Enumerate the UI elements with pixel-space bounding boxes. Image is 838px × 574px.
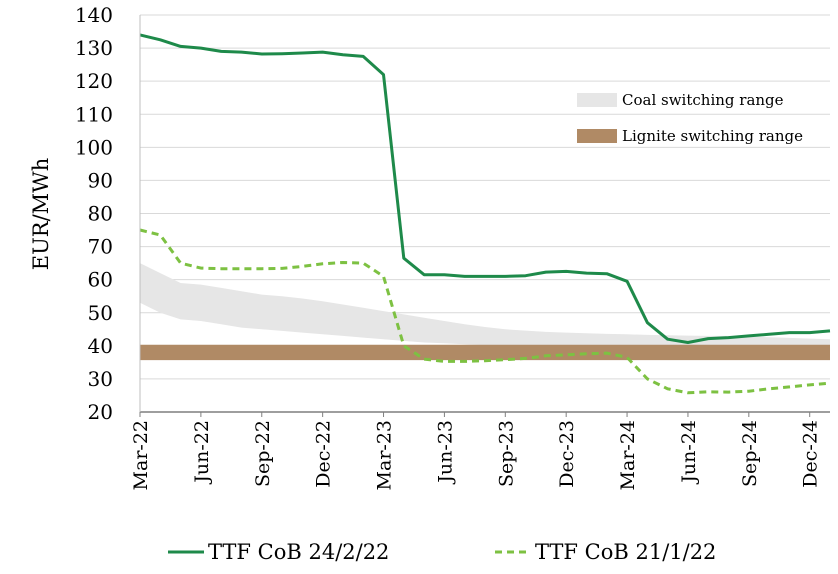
y-tick-label: 100 xyxy=(75,135,113,159)
coal-switching-band xyxy=(140,263,830,360)
y-tick-label: 130 xyxy=(75,36,113,60)
x-tick-label: Mar-23 xyxy=(374,420,396,490)
coal-band-swatch xyxy=(577,93,617,107)
band-legend: Coal switching range Lignite switching ra… xyxy=(577,91,803,145)
x-tick-label: Jun-23 xyxy=(434,420,456,485)
x-tick-label: Mar-22 xyxy=(130,420,152,490)
series-line-ttf-24-2-22 xyxy=(139,33,831,344)
y-tick-label: 60 xyxy=(88,268,113,292)
y-axis-label: EUR/MWh xyxy=(29,158,53,271)
x-tick-label: Mar-24 xyxy=(617,420,639,490)
coal-band-label: Coal switching range xyxy=(622,91,784,109)
y-tick-label: 140 xyxy=(75,3,113,27)
legend-label-ttf-21-1-22: TTF CoB 21/1/22 xyxy=(535,540,716,564)
y-tick-label: 20 xyxy=(88,400,113,424)
x-tick-label: Jun-24 xyxy=(678,420,700,485)
legend-label-ttf-24-2-22: TTF CoB 24/2/22 xyxy=(208,540,389,564)
lignite-band-label: Lignite switching range xyxy=(622,127,803,145)
axes xyxy=(139,15,830,417)
series-line-ttf-21-1-22 xyxy=(139,228,831,395)
y-tick-label: 50 xyxy=(88,301,113,325)
x-tick-label: Sep-23 xyxy=(495,420,517,487)
y-tick-label: 30 xyxy=(88,367,113,391)
y-tick-labels: 20 30 40 50 60 70 80 90 100 110 120 130 140 xyxy=(75,3,113,424)
series-lines xyxy=(139,33,831,395)
y-tick-label: 80 xyxy=(88,202,113,226)
x-tick-labels: Mar-22 Jun-22 Sep-22 Dec-22 Mar-23 Jun-23 Sep-… xyxy=(130,420,822,490)
switching-bands xyxy=(140,263,830,361)
lignite-band-swatch xyxy=(577,129,617,143)
y-tick-label: 90 xyxy=(88,168,113,192)
x-tick-label: Dec-24 xyxy=(800,420,822,488)
y-tick-label: 40 xyxy=(88,334,113,358)
lignite-switching-band xyxy=(140,344,830,361)
y-tick-label: 110 xyxy=(75,102,113,126)
y-tick-label: 70 xyxy=(88,235,113,259)
y-tick-label: 120 xyxy=(75,69,113,93)
series-legend: TTF CoB 24/2/22 TTF CoB 21/1/22 xyxy=(168,540,716,564)
x-tick-label: Dec-22 xyxy=(313,420,335,488)
x-tick-label: Sep-22 xyxy=(252,420,274,487)
x-tick-label: Jun-22 xyxy=(191,420,213,485)
x-tick-label: Dec-23 xyxy=(556,420,578,488)
x-tick-label: Sep-24 xyxy=(739,420,761,487)
